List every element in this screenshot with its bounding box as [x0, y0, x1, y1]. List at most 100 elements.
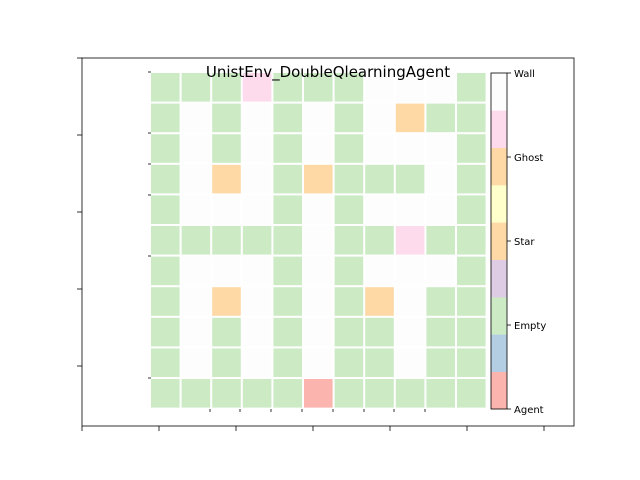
maze-cell-empty [273, 226, 302, 255]
maze-cell-wall [181, 164, 211, 194]
maze-cell-empty [242, 379, 272, 408]
maze-cell-empty [151, 73, 180, 102]
colorbar-swatch [491, 185, 507, 223]
maze-cell-empty [151, 317, 180, 347]
maze-cell-empty [334, 287, 364, 316]
maze-cell-empty [334, 348, 364, 377]
maze-cell-empty [395, 164, 425, 194]
maze-cell-wall [426, 134, 455, 163]
maze-cell-empty [365, 164, 394, 194]
maze-cell-empty [457, 348, 486, 377]
maze-cell-wall [395, 134, 425, 163]
maze-cell-wall [242, 195, 272, 224]
maze-cell-wall [395, 317, 425, 347]
inner-axes-ticks [148, 71, 426, 412]
maze-cell-wall [365, 256, 394, 286]
maze-cell-empty [273, 195, 302, 224]
maze-cell-empty [151, 348, 180, 377]
colorbar-label-wall: Wall [514, 69, 535, 80]
maze-cell-wall [181, 317, 211, 347]
maze-cell-wall [395, 287, 425, 316]
colorbar-swatch [491, 110, 507, 148]
maze-cell-empty [242, 226, 272, 255]
maze-cell-wall [242, 256, 272, 286]
maze-cell-wall [304, 134, 333, 163]
maze-cell-empty [395, 379, 425, 408]
maze-cell-empty [426, 287, 455, 316]
maze-cell-empty [426, 348, 455, 377]
maze-cell-empty [365, 379, 394, 408]
maze-cell-empty [365, 348, 394, 377]
maze-cell-empty [212, 73, 241, 102]
colorbar-swatch [491, 147, 507, 186]
colorbar-swatch [491, 297, 507, 335]
maze-cell-empty [273, 134, 302, 163]
maze-cell-empty [457, 379, 486, 408]
maze-cell-wall [426, 195, 455, 224]
maze-cell-ghost [212, 287, 241, 316]
maze-cell-empty [457, 287, 486, 316]
colorbar-label-star: Star [514, 237, 535, 248]
maze-cell-empty [151, 226, 180, 255]
maze-cell-wall [181, 103, 211, 133]
maze-cell-empty [273, 164, 302, 194]
colorbar-swatch [491, 73, 507, 111]
maze-cell-empty [457, 73, 486, 102]
colorbar-swatch [491, 334, 507, 372]
maze-cell-empty [212, 103, 241, 133]
maze-cell-empty [181, 73, 211, 102]
maze-cell-wall [395, 348, 425, 377]
maze-cell-wall [395, 256, 425, 286]
maze-cell-empty [273, 256, 302, 286]
maze-cell-empty [273, 287, 302, 316]
maze-cell-empty [334, 379, 364, 408]
colorbar-labels: Agent Empty Star Ghost Wall [514, 69, 546, 416]
maze-cell-empty [457, 226, 486, 255]
maze-cell-wall [304, 195, 333, 224]
maze-cell-empty [457, 195, 486, 224]
maze-cell-wall [242, 348, 272, 377]
maze-cell-ghost [304, 164, 333, 194]
maze-cell-wall [304, 348, 333, 377]
maze-cell-empty [457, 256, 486, 286]
maze-cell-wall [304, 226, 333, 255]
maze-cell-star [242, 73, 272, 102]
maze-cell-empty [334, 256, 364, 286]
maze-cell-ghost [395, 103, 425, 133]
maze-cell-agent [304, 379, 333, 408]
maze-cell-wall [304, 317, 333, 347]
maze-cell-empty [273, 379, 302, 408]
maze-cell-wall [426, 256, 455, 286]
maze-cell-wall [365, 195, 394, 224]
maze-cell-empty [334, 134, 364, 163]
maze-cell-empty [457, 317, 486, 347]
maze-cell-wall [426, 73, 455, 102]
figure-title: UnistEnv_DoubleQlearningAgent [206, 63, 450, 82]
maze-cell-empty [273, 348, 302, 377]
colorbar-ticks [507, 72, 511, 410]
maze-cell-ghost [212, 164, 241, 194]
maze-cell-wall [365, 103, 394, 133]
colorbar-label-agent: Agent [514, 405, 544, 416]
maze-cell-empty [151, 134, 180, 163]
maze-cell-empty [151, 287, 180, 316]
maze-cell-empty [426, 103, 455, 133]
maze-cell-empty [151, 103, 180, 133]
maze-cell-empty [273, 73, 302, 102]
maze-cell-wall [365, 134, 394, 163]
maze-cell-empty [365, 317, 394, 347]
maze-cell-empty [212, 379, 241, 408]
maze-cell-empty [212, 348, 241, 377]
maze-cell-empty [334, 164, 364, 194]
maze-cell-empty [334, 317, 364, 347]
maze-cell-empty [212, 317, 241, 347]
maze-cell-empty [457, 134, 486, 163]
maze-cell-empty [212, 134, 241, 163]
maze-cell-wall [395, 195, 425, 224]
maze-cell-wall [181, 256, 211, 286]
colorbar [491, 73, 507, 410]
maze-cell-star [395, 226, 425, 255]
maze-cell-empty [151, 256, 180, 286]
maze-cell-empty [426, 379, 455, 408]
maze-cell-empty [334, 103, 364, 133]
